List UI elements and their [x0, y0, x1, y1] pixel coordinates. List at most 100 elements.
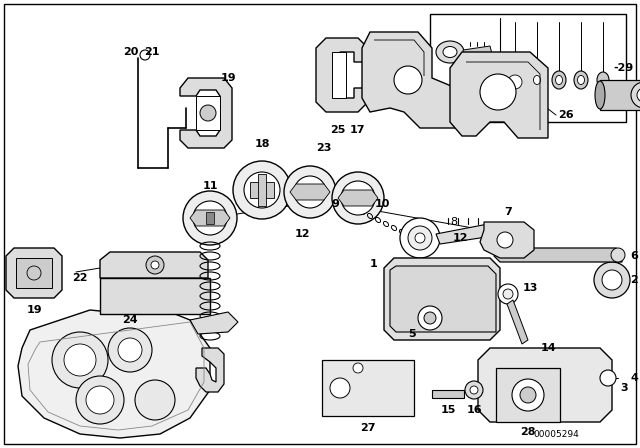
Circle shape: [415, 233, 425, 243]
Text: 2: 2: [630, 275, 638, 285]
Circle shape: [135, 380, 175, 420]
Text: 5: 5: [408, 329, 416, 339]
Circle shape: [408, 226, 432, 250]
Text: 7: 7: [504, 207, 512, 217]
Bar: [432, 390, 464, 398]
Ellipse shape: [341, 181, 375, 215]
Circle shape: [637, 88, 640, 102]
Circle shape: [600, 370, 616, 386]
Polygon shape: [190, 210, 230, 226]
Text: 25: 25: [330, 125, 346, 135]
Polygon shape: [18, 308, 210, 438]
Circle shape: [64, 344, 96, 376]
Text: 19: 19: [220, 73, 236, 83]
Circle shape: [151, 261, 159, 269]
Bar: [322, 360, 414, 416]
Polygon shape: [494, 248, 622, 262]
Bar: [206, 212, 214, 224]
Polygon shape: [190, 312, 238, 334]
Polygon shape: [196, 348, 224, 392]
Circle shape: [594, 262, 630, 298]
Circle shape: [146, 256, 164, 274]
Circle shape: [611, 248, 625, 262]
Polygon shape: [362, 32, 456, 128]
Polygon shape: [316, 38, 368, 112]
Circle shape: [418, 306, 442, 330]
Ellipse shape: [233, 161, 291, 219]
Polygon shape: [480, 222, 534, 258]
Polygon shape: [478, 348, 612, 422]
Ellipse shape: [577, 76, 584, 85]
Bar: [600, 80, 640, 110]
Polygon shape: [338, 190, 378, 206]
Text: 22: 22: [72, 273, 88, 283]
Circle shape: [602, 270, 622, 290]
Circle shape: [118, 338, 142, 362]
Text: 23: 23: [316, 143, 332, 153]
Circle shape: [20, 259, 48, 287]
Circle shape: [502, 69, 528, 95]
Circle shape: [503, 289, 513, 299]
Circle shape: [470, 386, 478, 394]
Text: 24: 24: [122, 315, 138, 325]
Polygon shape: [250, 182, 274, 198]
Circle shape: [394, 66, 422, 94]
Ellipse shape: [244, 172, 280, 208]
Circle shape: [76, 376, 124, 424]
Circle shape: [465, 381, 483, 399]
Text: 16: 16: [466, 405, 482, 415]
Ellipse shape: [534, 76, 541, 85]
Text: 8: 8: [450, 217, 457, 227]
Text: 19: 19: [26, 305, 42, 315]
Polygon shape: [180, 78, 232, 148]
Text: -29: -29: [614, 63, 634, 73]
Circle shape: [520, 387, 536, 403]
Circle shape: [86, 386, 114, 414]
Ellipse shape: [639, 81, 640, 109]
Polygon shape: [450, 52, 548, 138]
Ellipse shape: [443, 47, 457, 57]
Circle shape: [140, 50, 150, 60]
Polygon shape: [384, 258, 500, 340]
Ellipse shape: [574, 71, 588, 89]
Circle shape: [200, 105, 216, 121]
Text: 15: 15: [440, 405, 456, 415]
Ellipse shape: [556, 76, 563, 85]
Circle shape: [330, 378, 350, 398]
Circle shape: [108, 328, 152, 372]
Polygon shape: [196, 96, 220, 130]
Polygon shape: [6, 248, 62, 298]
Circle shape: [512, 379, 544, 411]
Ellipse shape: [552, 71, 566, 89]
Text: 27: 27: [360, 423, 376, 433]
Text: 3: 3: [620, 383, 628, 393]
Ellipse shape: [193, 201, 227, 235]
Circle shape: [424, 312, 436, 324]
Text: 26: 26: [558, 110, 574, 120]
Ellipse shape: [183, 191, 237, 245]
Polygon shape: [332, 52, 346, 98]
Bar: [100, 278, 210, 314]
Circle shape: [353, 363, 363, 373]
Text: 1: 1: [370, 259, 378, 269]
Text: 21: 21: [144, 47, 160, 57]
Circle shape: [497, 232, 513, 248]
Bar: [16, 258, 52, 288]
Circle shape: [400, 218, 440, 258]
Text: 4: 4: [630, 373, 638, 383]
Circle shape: [508, 75, 522, 89]
Text: 12: 12: [452, 233, 468, 243]
Text: 17: 17: [349, 125, 365, 135]
Circle shape: [498, 284, 518, 304]
Text: 20: 20: [124, 47, 139, 57]
Polygon shape: [100, 252, 208, 278]
Circle shape: [631, 82, 640, 108]
Polygon shape: [258, 174, 266, 206]
Polygon shape: [290, 184, 330, 200]
Polygon shape: [390, 266, 496, 332]
Text: 12: 12: [294, 229, 310, 239]
Polygon shape: [436, 224, 492, 244]
Ellipse shape: [284, 166, 336, 218]
Bar: [496, 368, 560, 422]
Text: 18: 18: [254, 139, 269, 149]
